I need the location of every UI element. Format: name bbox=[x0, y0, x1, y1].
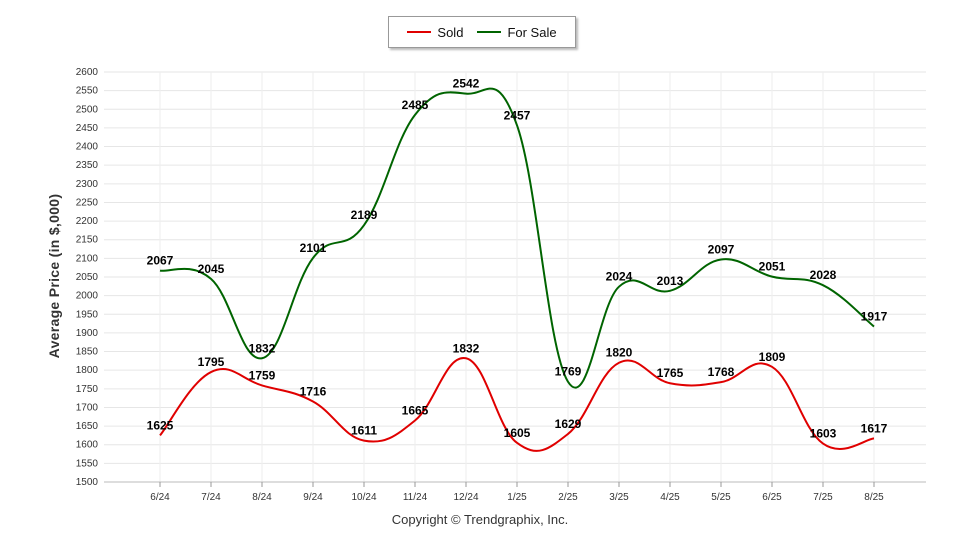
y-tick-label: 1650 bbox=[76, 421, 99, 432]
y-tick-label: 1800 bbox=[76, 365, 99, 376]
legend-label-for-sale: For Sale bbox=[507, 24, 557, 40]
x-tick-label: 1/25 bbox=[507, 492, 527, 503]
data-label-sold: 1795 bbox=[198, 355, 225, 369]
data-label-sold: 1629 bbox=[555, 417, 582, 431]
series-lines bbox=[159, 87, 875, 452]
y-tick-label: 2250 bbox=[76, 197, 99, 208]
x-tick-label: 9/24 bbox=[303, 492, 323, 503]
x-tick-label: 11/24 bbox=[403, 492, 428, 503]
y-tick-label: 2400 bbox=[76, 142, 99, 153]
y-tick-label: 2300 bbox=[76, 179, 99, 190]
x-tick-label: 5/25 bbox=[711, 492, 731, 503]
y-tick-label: 1500 bbox=[76, 477, 99, 488]
legend-swatch-for-sale bbox=[477, 31, 502, 33]
data-label-for-sale: 2485 bbox=[402, 98, 429, 112]
legend: Sold For Sale bbox=[388, 16, 576, 48]
data-label-for-sale: 2013 bbox=[657, 274, 684, 288]
y-tick-label: 1850 bbox=[76, 347, 99, 358]
data-label-sold: 1832 bbox=[453, 341, 480, 355]
y-tick-label: 2150 bbox=[76, 235, 99, 246]
x-tick-label: 2/25 bbox=[558, 492, 578, 503]
data-label-for-sale: 2542 bbox=[453, 77, 480, 91]
data-label-sold: 1716 bbox=[300, 384, 327, 398]
data-label-sold: 1603 bbox=[810, 427, 837, 441]
y-tick-label: 2050 bbox=[76, 272, 99, 283]
data-label-for-sale: 1832 bbox=[249, 341, 276, 355]
gridlines bbox=[104, 71, 926, 483]
data-labels: 1625 1795 1759 1716 1611 1665 1832 1605 1629 1820… bbox=[147, 77, 888, 441]
x-tick-label: 3/25 bbox=[609, 492, 629, 503]
legend-item-for-sale: For Sale bbox=[477, 24, 557, 40]
x-tick-label: 6/24 bbox=[150, 492, 170, 503]
data-label-sold: 1605 bbox=[504, 426, 531, 440]
x-tick-label: 7/24 bbox=[201, 492, 221, 503]
legend-label-sold: Sold bbox=[437, 24, 464, 40]
data-label-for-sale: 2097 bbox=[708, 242, 735, 256]
x-tick-label: 12/24 bbox=[453, 492, 478, 503]
series-line-sold bbox=[159, 357, 875, 452]
y-tick-label: 2450 bbox=[76, 123, 99, 134]
x-tick-label: 7/25 bbox=[813, 492, 833, 503]
y-tick-label: 1700 bbox=[76, 402, 99, 413]
x-tick-label: 10/24 bbox=[351, 492, 376, 503]
y-tick-label: 2100 bbox=[76, 253, 99, 264]
y-tick-label: 1950 bbox=[76, 309, 99, 320]
data-label-for-sale: 1769 bbox=[555, 365, 582, 379]
data-label-sold: 1617 bbox=[861, 421, 888, 435]
data-label-for-sale: 2024 bbox=[606, 270, 633, 284]
x-tick-label: 8/25 bbox=[864, 492, 884, 503]
data-label-for-sale: 2051 bbox=[759, 260, 786, 274]
y-tick-label: 2000 bbox=[76, 291, 99, 302]
legend-swatch-sold bbox=[407, 31, 432, 33]
data-label-sold: 1765 bbox=[657, 366, 684, 380]
y-tick-label: 2500 bbox=[76, 104, 99, 115]
y-tick-label: 2200 bbox=[76, 216, 99, 227]
y-tick-label: 1600 bbox=[76, 440, 99, 451]
data-label-for-sale: 2189 bbox=[351, 208, 378, 222]
y-tick-label: 1900 bbox=[76, 328, 99, 339]
x-tick-label: 4/25 bbox=[660, 492, 680, 503]
data-label-sold: 1768 bbox=[708, 365, 735, 379]
x-axis-ticks: 6/24 7/24 8/24 9/24 10/24 11/24 12/24 1/25 2/25 3… bbox=[150, 482, 884, 503]
data-label-for-sale: 2045 bbox=[198, 262, 225, 276]
copyright-text: Copyright © Trendgraphix, Inc. bbox=[391, 512, 569, 527]
y-tick-label: 2550 bbox=[76, 86, 99, 97]
data-label-sold: 1759 bbox=[249, 368, 276, 382]
data-label-sold: 1809 bbox=[759, 350, 786, 364]
data-label-for-sale: 1917 bbox=[861, 310, 888, 324]
y-axis-label: Average Price (in $,000) bbox=[46, 193, 62, 359]
y-tick-label: 2600 bbox=[76, 67, 99, 78]
series-line-for-sale bbox=[159, 87, 875, 389]
y-tick-label: 1750 bbox=[76, 384, 99, 395]
data-label-sold: 1665 bbox=[402, 404, 429, 418]
y-tick-label: 2350 bbox=[76, 160, 99, 171]
x-tick-label: 6/25 bbox=[762, 492, 782, 503]
x-tick-label: 8/24 bbox=[252, 492, 272, 503]
data-label-for-sale: 2457 bbox=[504, 108, 531, 122]
legend-item-sold: Sold bbox=[407, 25, 463, 40]
data-label-for-sale: 2028 bbox=[810, 268, 837, 282]
y-axis-ticks: 1500 1550 1600 1650 1700 1750 1800 1850 1900 1950… bbox=[76, 67, 99, 488]
data-label-sold: 1820 bbox=[606, 346, 633, 360]
data-label-sold: 1625 bbox=[147, 418, 174, 432]
data-label-for-sale: 2067 bbox=[147, 254, 174, 268]
data-label-sold: 1611 bbox=[351, 424, 377, 438]
y-tick-label: 1550 bbox=[76, 458, 99, 469]
data-label-for-sale: 2101 bbox=[300, 241, 327, 255]
